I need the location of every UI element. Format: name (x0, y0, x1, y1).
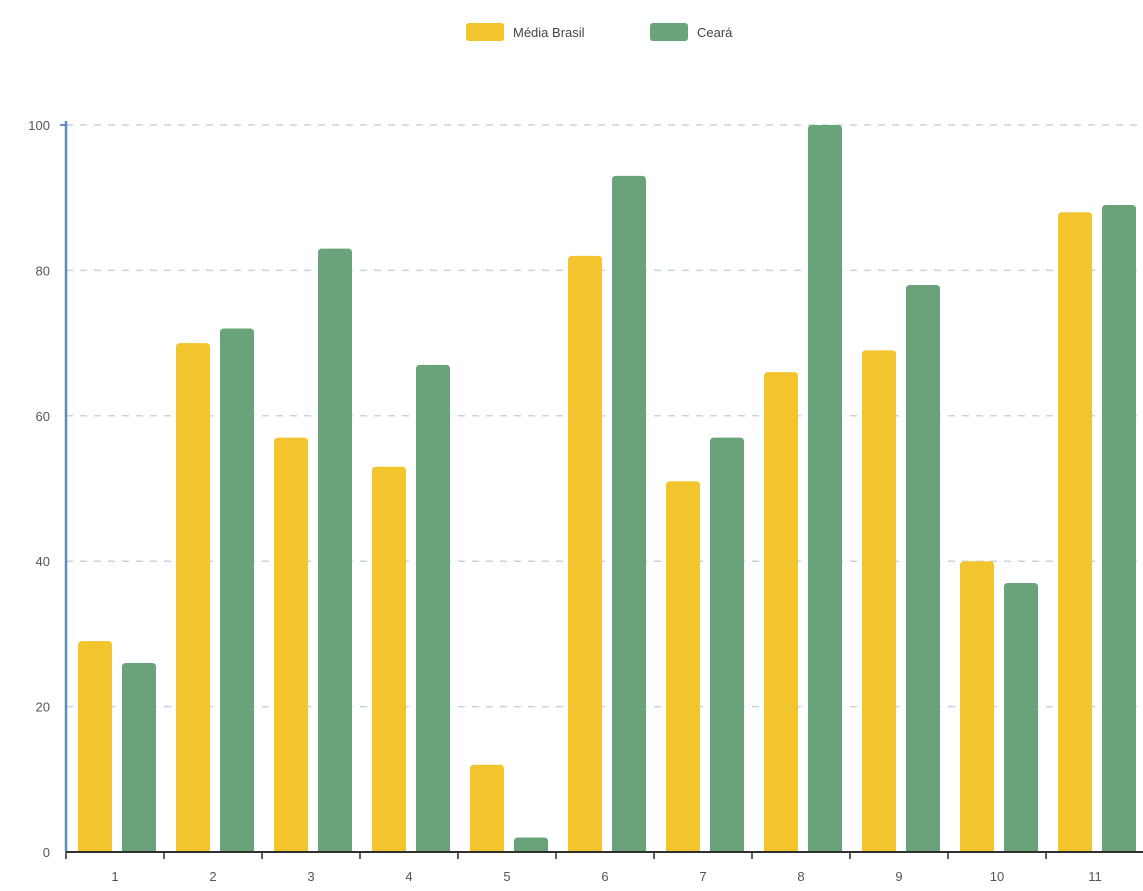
bar-ceara-8 (808, 125, 842, 852)
bar-media-brasil-9 (862, 350, 896, 852)
x-tick-label: 6 (601, 869, 608, 884)
bar-media-brasil-3 (274, 437, 308, 852)
bar-media-brasil-2 (176, 343, 210, 852)
legend-label-media-brasil: Média Brasil (513, 25, 585, 40)
x-tick-label: 11 (1088, 869, 1102, 884)
x-tick-label: 3 (307, 869, 314, 884)
x-tick-label: 2 (209, 869, 216, 884)
bar-media-brasil-1 (78, 641, 112, 852)
y-tick-label: 20 (36, 700, 50, 715)
x-axis-tick-labels: 1 2 3 4 5 6 7 8 9 10 11 (111, 869, 1101, 884)
bar-ceara-4 (416, 364, 450, 852)
x-tick-label: 9 (895, 869, 902, 884)
bar-media-brasil-6 (568, 255, 602, 853)
legend-label-ceara: Ceará (697, 25, 733, 40)
y-tick-label: 40 (36, 554, 50, 569)
bar-media-brasil-8 (764, 372, 798, 852)
bar-media-brasil-10 (960, 561, 994, 852)
y-tick-label: 80 (36, 263, 50, 278)
x-tick-label: 8 (797, 869, 804, 884)
x-tick-label: 4 (405, 869, 412, 884)
x-tick-label: 10 (990, 869, 1004, 884)
bar-ceara-1 (122, 662, 156, 852)
bar-ceara-11 (1102, 204, 1136, 853)
bar-media-brasil-7 (666, 481, 700, 852)
x-tick-label: 1 (111, 869, 118, 884)
bar-ceara-7 (710, 437, 744, 852)
bar-ceara-5 (514, 837, 548, 852)
bar-ceara-3 (318, 248, 352, 853)
bar-ceara-2 (220, 328, 254, 852)
legend-swatch-ceara (650, 23, 688, 41)
bar-ceara-6 (612, 175, 646, 852)
bars (78, 125, 1136, 853)
legend: Média Brasil Ceará (466, 23, 733, 41)
y-tick-label: 60 (36, 409, 50, 424)
bar-media-brasil-4 (372, 466, 406, 852)
x-tick-label: 5 (503, 869, 510, 884)
bar-ceara-9 (906, 284, 940, 852)
y-tick-label: 0 (43, 845, 50, 860)
bar-media-brasil-5 (470, 764, 504, 852)
y-axis-tick-labels: 0 20 40 60 80 100 (28, 118, 50, 860)
legend-swatch-media-brasil (466, 23, 504, 41)
y-tick-label: 100 (28, 118, 50, 133)
bar-media-brasil-11 (1058, 212, 1092, 853)
x-tick-label: 7 (699, 869, 706, 884)
axes (60, 121, 1143, 859)
bar-ceara-10 (1004, 583, 1038, 852)
